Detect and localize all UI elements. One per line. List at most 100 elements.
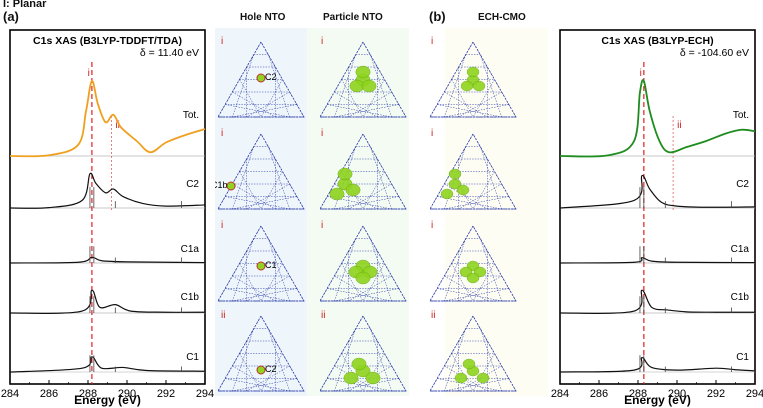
x-tick-label: 284 [1, 388, 19, 400]
chart-subtitle: δ = -104.60 eV [680, 47, 749, 59]
lattice-line [437, 378, 502, 392]
x-tick-label: 288 [79, 388, 97, 400]
orbital-lobe [361, 79, 377, 93]
orbital-lobe [345, 183, 361, 197]
chart-title: C1s XAS (B3LYP-ECH) [601, 35, 713, 47]
row-roman-label: i [431, 220, 433, 231]
hole-orbital-lobe [256, 365, 266, 375]
orbital-lobe [365, 371, 381, 385]
lattice-line [444, 288, 509, 302]
hole-orbital-lobe [256, 261, 266, 271]
series-line-c1b [9, 289, 206, 314]
series-label: Tot. [183, 110, 199, 121]
molecule-image [319, 41, 407, 118]
orbital-lobe [472, 80, 486, 92]
x-tick-label: 292 [707, 388, 725, 400]
lattice-outline [217, 315, 305, 392]
orbital-lobe [440, 188, 454, 200]
x-axis-label: Energy (eV) [624, 393, 691, 407]
lattice-line [327, 288, 392, 302]
section-title: I: Planar [3, 0, 47, 10]
x-tick-label: 288 [629, 388, 647, 400]
x-tick-label: 294 [746, 388, 763, 400]
lattice-line [225, 288, 290, 302]
lattice-line [225, 378, 290, 392]
lattice-line [225, 196, 290, 210]
hole-orbital-lobe [226, 181, 236, 191]
molecule-image: C2 [217, 315, 305, 392]
lattice-outline [429, 41, 517, 118]
x-axis-label: Energy (eV) [74, 393, 141, 407]
marker-label: i [88, 68, 90, 79]
series-line-c1a [559, 257, 756, 264]
lattice-outline [217, 41, 305, 118]
lattice-line [334, 378, 399, 392]
atom-label: C2 [265, 72, 277, 82]
molecule-image [319, 225, 407, 302]
molecule-grid: C2iiiC1biiiC1iiiC2iiiiii [215, 36, 517, 392]
series-label: C1a [731, 244, 750, 255]
orbital-lobe [329, 187, 345, 201]
hole-orbital-lobe [256, 73, 266, 83]
series-line-c2 [9, 172, 206, 209]
lattice-line [444, 378, 509, 392]
orbital-lobe [343, 371, 359, 385]
row-roman-label: ii [431, 310, 435, 321]
lattice-line [225, 104, 290, 118]
series-label: C2 [186, 179, 199, 190]
chart-subtitle: δ = 11.40 eV [140, 47, 199, 59]
lattice-outline [217, 133, 305, 210]
series-label: C1a [181, 244, 200, 255]
chart-title: C1s XAS (B3LYP-TDDFT/TDA) [33, 35, 182, 47]
molecule-image [319, 133, 407, 210]
orbital-lobe [466, 272, 480, 284]
marker-label: ii [115, 120, 119, 131]
lattice-outline [429, 225, 517, 302]
lattice-outline [319, 225, 407, 302]
orbital-lobe [456, 184, 470, 196]
atom-label: C2 [265, 364, 277, 374]
lattice-line [232, 378, 297, 392]
series-line-c2 [559, 174, 756, 209]
x-tick-label: 286 [590, 388, 608, 400]
row-roman-label: i [321, 36, 323, 47]
row-roman-label: ii [321, 310, 325, 321]
marker-label: i [640, 68, 642, 79]
row-roman-label: i [221, 128, 223, 139]
hole-column-bg [215, 28, 307, 396]
x-tick-label: 294 [196, 388, 214, 400]
row-roman-label: i [321, 220, 323, 231]
panel-label-a: (a) [3, 9, 19, 24]
series-label: Tot. [733, 110, 749, 121]
lattice-line [232, 104, 297, 118]
row-roman-label: i [221, 220, 223, 231]
lattice-line [437, 104, 502, 118]
orbital-lobe [454, 372, 468, 384]
series-label: C2 [736, 179, 749, 190]
col-header-hole: Hole NTO [240, 12, 286, 23]
orbital-lobe [355, 271, 371, 285]
series-label: C1b [731, 292, 750, 303]
molecule-image [429, 133, 517, 210]
orbital-lobe [466, 66, 480, 78]
series-line-c1a [9, 256, 206, 264]
lattice-outline [429, 315, 517, 392]
orbital-lobe [351, 357, 367, 371]
molecule-image [429, 315, 517, 392]
lattice-line [327, 104, 392, 118]
orbital-lobe [476, 372, 490, 384]
lattice-line [232, 288, 297, 302]
x-tick-label: 292 [157, 388, 175, 400]
molecule-image: C1 [217, 225, 305, 302]
orbital-lobe [460, 80, 474, 92]
series-label: C1 [736, 352, 749, 363]
panel-label-b: (b) [429, 9, 446, 24]
row-roman-label: i [321, 128, 323, 139]
orbital-lobe [355, 65, 371, 79]
tddft-xas-chart: C1s XAS (B3LYP-TDDFT/TDA)δ = 11.40 eViii… [1, 29, 214, 407]
x-tick-label: 284 [551, 388, 569, 400]
lattice-outline [217, 225, 305, 302]
series-line-c1b [559, 289, 756, 314]
lattice-outline [319, 41, 407, 118]
marker-label: ii [677, 120, 681, 131]
